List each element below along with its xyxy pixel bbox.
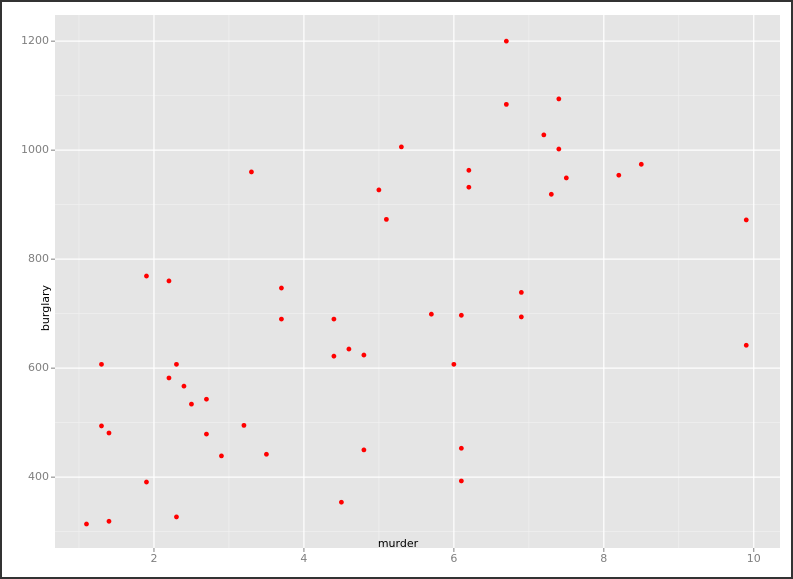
- point: [556, 146, 562, 152]
- point: [166, 375, 172, 381]
- point: [458, 445, 464, 451]
- x-tick-label: 4: [300, 552, 307, 565]
- y-tick-label: 400: [28, 470, 49, 483]
- point: [743, 342, 749, 348]
- point: [503, 38, 509, 44]
- point: [331, 353, 337, 359]
- point: [204, 396, 209, 402]
- point: [166, 278, 172, 284]
- point: [616, 172, 622, 178]
- point: [638, 161, 644, 167]
- point: [219, 453, 224, 459]
- y-tick-label: 1200: [21, 34, 49, 47]
- point: [518, 314, 524, 320]
- point: [99, 361, 104, 367]
- point: [466, 167, 472, 173]
- point: [204, 431, 209, 437]
- point: [174, 361, 179, 367]
- point: [346, 346, 352, 352]
- panel: [55, 15, 780, 548]
- y-tick-label: 1000: [21, 143, 49, 156]
- point: [99, 423, 104, 429]
- point: [144, 479, 149, 485]
- point: [249, 169, 254, 175]
- point: [279, 316, 284, 322]
- point: [174, 514, 179, 520]
- point: [548, 191, 554, 197]
- point: [144, 273, 149, 279]
- point: [398, 144, 404, 150]
- point: [361, 352, 367, 358]
- point: [241, 422, 247, 428]
- point: [743, 217, 749, 223]
- point: [331, 316, 337, 322]
- point: [376, 187, 382, 193]
- point: [503, 101, 509, 107]
- point: [556, 96, 562, 102]
- point: [383, 216, 389, 222]
- point: [339, 499, 344, 505]
- y-tick-label: 800: [28, 252, 49, 265]
- point: [451, 361, 457, 367]
- point: [361, 447, 367, 453]
- point: [518, 289, 524, 295]
- x-axis-title: murder: [378, 537, 419, 550]
- point: [563, 175, 569, 181]
- point: [458, 478, 464, 484]
- point: [106, 430, 112, 436]
- x-tick-label: 10: [747, 552, 761, 565]
- x-tick-label: 6: [450, 552, 457, 565]
- point: [84, 521, 89, 527]
- point: [106, 518, 112, 524]
- point: [541, 132, 547, 138]
- y-axis-title: burglary: [39, 284, 52, 331]
- point: [458, 312, 464, 318]
- point: [428, 311, 434, 317]
- point: [189, 401, 194, 407]
- point: [279, 285, 284, 291]
- point: [466, 184, 472, 190]
- point: [181, 383, 187, 389]
- x-tick-label: 8: [600, 552, 607, 565]
- x-tick-label: 2: [150, 552, 157, 565]
- y-tick-label: 600: [28, 361, 49, 374]
- point: [264, 451, 269, 457]
